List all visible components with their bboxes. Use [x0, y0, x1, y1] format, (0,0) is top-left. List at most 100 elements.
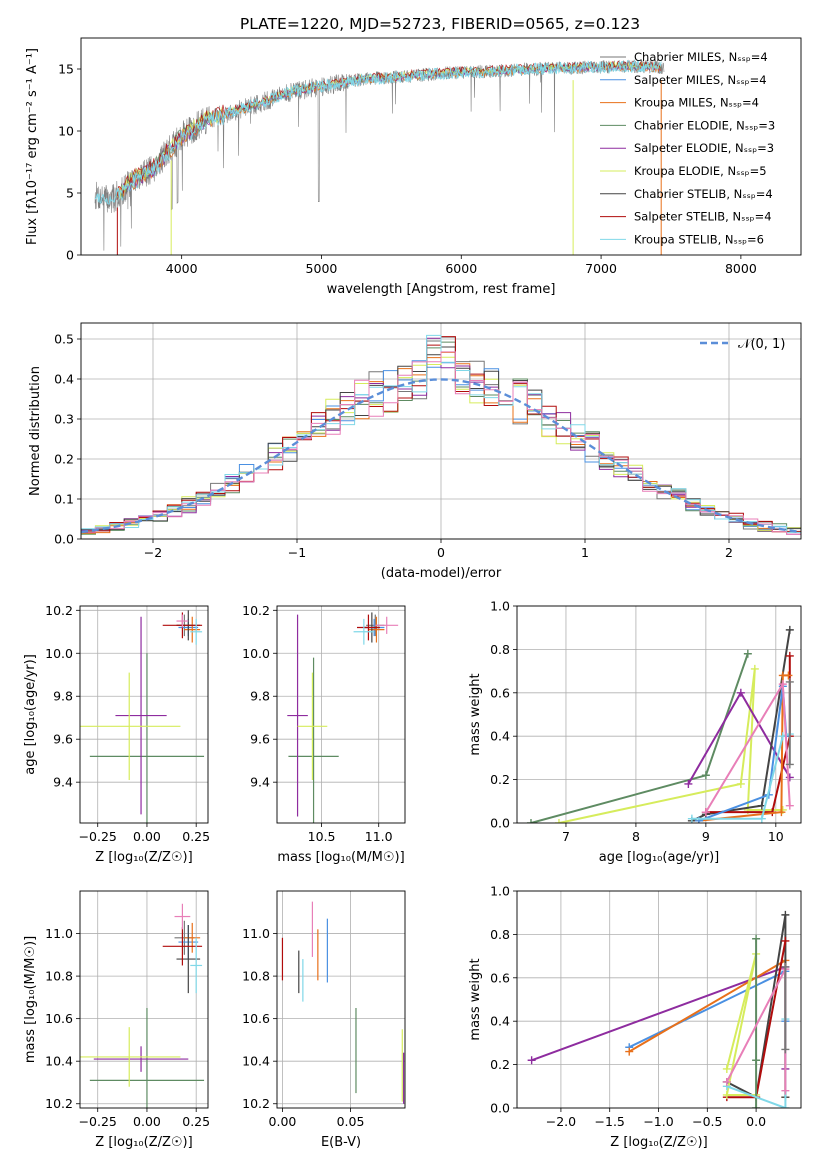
- weight-marker: [722, 1090, 731, 1099]
- y-tick-label: 10.0: [242, 646, 270, 661]
- panel-age-vs-mass: 10.5 11.0 9.4 9.6 9.8 10.0 10.2 mass [log₁₀(M/M…: [242, 603, 406, 865]
- weight-marker: [785, 677, 794, 686]
- legend-label: Chabrier ELODIE, Nₛₛₚ=3: [634, 118, 775, 132]
- weight-marker: [781, 1086, 790, 1095]
- axes-frame: [276, 890, 406, 1109]
- x-axis-label: Z [log₁₀(Z/Z☉)]: [95, 1135, 192, 1150]
- errorbar-point: [368, 616, 385, 643]
- x-tick-label: 0: [437, 545, 445, 560]
- y-tick-label: 15: [58, 62, 74, 77]
- histogram-step-kroupa_stelib: [81, 334, 801, 539]
- y-tick-label: 9.4: [53, 775, 73, 790]
- axes: −2 −1 0 1 2 0.0 0.1 0.2 0.3 0.4 0.5 (data-model)/er…: [28, 322, 802, 581]
- x-tick-label: −2: [144, 545, 162, 560]
- axes: 4000 5000 6000 7000 8000 0 5 10 15 wavelength [An…: [25, 37, 802, 297]
- weight-marker: [785, 760, 794, 769]
- axes: 10.5 11.0 9.4 9.6 9.8 10.0 10.2 mass [log₁₀(M/M…: [242, 603, 406, 865]
- x-tick-label: −0.25: [79, 829, 117, 844]
- y-tick-label: 0.1: [54, 492, 74, 507]
- weight-marker: [781, 936, 790, 945]
- y-tick-label: 0.0: [490, 816, 510, 831]
- weight-marker: [722, 1077, 731, 1086]
- errorbar-point: [93, 1046, 189, 1072]
- legend-label: Salpeter MILES, Nₛₛₚ=4: [634, 73, 767, 87]
- axes-frame: [79, 605, 209, 824]
- x-tick-label: 0.00: [133, 1114, 161, 1129]
- y-tick-label: 10.8: [45, 969, 73, 984]
- errorbar-point: [375, 616, 399, 634]
- x-tick-label: 0.0: [746, 1114, 766, 1129]
- weight-marker: [781, 910, 790, 919]
- y-tick-label: 10.2: [45, 603, 73, 618]
- weight-marker: [701, 808, 710, 817]
- x-tick-label: 0.25: [182, 1114, 210, 1129]
- x-tick-label: 10: [768, 829, 784, 844]
- x-axis-label: mass [log₁₀(M/M☉)]: [277, 850, 404, 865]
- y-tick-label: 11.0: [242, 926, 270, 941]
- errorbar-point: [80, 1027, 181, 1087]
- x-tick-label: 0.00: [133, 829, 161, 844]
- errorbar-point: [297, 672, 328, 781]
- y-tick-label: 0.4: [54, 372, 74, 387]
- y-axis-label: Normed distribution: [28, 366, 43, 496]
- y-tick-label: 0: [66, 248, 74, 263]
- legend-label: Kroupa STELIB, Nₛₛₚ=6: [634, 232, 764, 246]
- weight-marker: [781, 1104, 790, 1108]
- x-tick-label: −0.25: [79, 1114, 117, 1129]
- x-axis-label: Z [log₁₀(Z/Z☉)]: [95, 850, 192, 865]
- x-axis-label: wavelength [Angstrom, rest frame]: [327, 282, 556, 297]
- errorbar-point: [184, 616, 201, 643]
- legend-label: 𝒩(0, 1): [738, 337, 785, 352]
- weight-marker: [752, 1056, 761, 1065]
- y-tick-label: 10.6: [45, 1011, 73, 1026]
- axes: −0.25 0.00 0.25 9.4 9.6 9.8 10.0 10.2 Z [log₁₀(Z…: [23, 603, 210, 865]
- weight-marker: [701, 771, 710, 780]
- axes: −2.0 −1.5 −1.0 −0.5 0.0 0.0 0.2 0.4 0.6 0.8 1.0 Z […: [468, 884, 802, 1150]
- weight-marker: [527, 1056, 536, 1065]
- errorbar-point: [184, 922, 201, 953]
- weight-marker: [781, 962, 790, 971]
- errorbar-point: [190, 937, 203, 994]
- x-tick-label: 7000: [585, 261, 617, 276]
- plot-area: [80, 903, 205, 1108]
- weight-marker: [750, 664, 759, 673]
- weight-marker: [785, 773, 794, 782]
- axes-frame: [276, 605, 406, 824]
- errorbar-point: [89, 1008, 205, 1108]
- x-tick-label: 8: [632, 829, 640, 844]
- weight-marker: [777, 808, 786, 817]
- errorbar-point: [89, 653, 205, 823]
- y-tick-label: 1.0: [490, 599, 510, 614]
- y-tick-label: 0.5: [54, 332, 74, 347]
- y-tick-label: 10.8: [242, 969, 270, 984]
- errorbar-point: [190, 618, 203, 645]
- x-axis-label: age [log₁₀(age/yr)]: [599, 850, 720, 865]
- y-tick-label: 0.2: [490, 1057, 510, 1072]
- y-tick-label: 10: [58, 124, 74, 139]
- axes: −0.25 0.00 0.25 10.2 10.4 10.6 10.8 11.0 Z [log₁…: [23, 890, 210, 1150]
- x-tick-label: 1: [581, 545, 589, 560]
- y-tick-label: 0.2: [54, 452, 74, 467]
- plot-area: [287, 612, 399, 823]
- y-tick-label: 10.2: [242, 603, 270, 618]
- axes-frame: [79, 890, 209, 1109]
- x-tick-label: 2: [725, 545, 733, 560]
- plot-area: [80, 610, 205, 823]
- y-tick-label: 0.0: [490, 1101, 510, 1116]
- y-tick-label: 0.4: [490, 729, 510, 744]
- y-axis-label: mass weight: [468, 958, 483, 1040]
- weight-marker: [785, 651, 794, 660]
- axes: 0.00 0.05 10.2 10.4 10.6 10.8 11.0 E(B-V): [242, 890, 406, 1150]
- errorbar-point: [162, 927, 203, 966]
- y-tick-label: 9.6: [250, 732, 270, 747]
- legend-label: Chabrier STELIB, Nₛₛₚ=4: [634, 187, 773, 201]
- y-tick-label: 5: [66, 186, 74, 201]
- weight-marker: [743, 649, 752, 658]
- spectrum-legend: Chabrier MILES, Nₛₛₚ=4 Salpeter MILES, Nₛ…: [600, 50, 775, 246]
- y-tick-label: 10.2: [242, 1096, 270, 1111]
- weight-line-kroupa_elodie: [558, 668, 783, 823]
- weight-marker: [736, 779, 745, 788]
- y-tick-label: 10.0: [45, 646, 73, 661]
- model-spectrum-chabrier_elodie: [116, 62, 662, 199]
